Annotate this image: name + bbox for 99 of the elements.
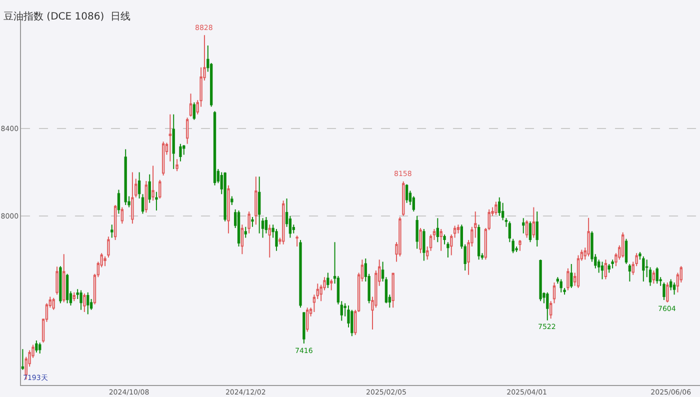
candlestick <box>587 217 590 257</box>
candlestick <box>227 184 230 234</box>
candlestick <box>525 220 528 238</box>
candlestick <box>656 266 658 284</box>
candlestick <box>672 282 676 296</box>
candlestick <box>350 309 354 337</box>
candlestick <box>114 204 117 240</box>
candlestick <box>566 268 570 291</box>
candlestick <box>494 201 498 216</box>
candlestick <box>450 234 453 256</box>
candlestick <box>86 292 90 315</box>
candlestick <box>456 224 460 234</box>
candlestick <box>230 196 234 206</box>
candlestick <box>652 270 656 284</box>
candlestick <box>549 300 552 320</box>
candlestick <box>275 228 278 252</box>
candlestick <box>528 220 532 243</box>
candlestick <box>117 189 120 214</box>
candlestick <box>38 342 42 354</box>
candlestick <box>670 278 672 291</box>
candlestick <box>251 216 254 228</box>
candlestick <box>244 226 247 238</box>
candlestick <box>440 228 442 252</box>
candlestick <box>186 117 189 144</box>
candlestick <box>552 282 556 304</box>
candlestick <box>52 297 55 310</box>
candlestick <box>539 259 542 302</box>
candlestick <box>248 211 250 234</box>
candlestick <box>120 206 124 224</box>
candlestick <box>477 224 480 260</box>
candlestick <box>498 196 501 216</box>
candlestick <box>508 220 512 243</box>
candlestick <box>172 114 175 170</box>
candlestick <box>666 282 669 303</box>
candlestick <box>611 259 614 269</box>
candlestick <box>176 158 178 172</box>
candlestick <box>570 263 573 289</box>
candlestick <box>392 272 394 308</box>
candlestick <box>642 256 645 282</box>
candlestick <box>168 114 172 162</box>
candlestick <box>80 290 82 310</box>
candlestick <box>436 218 439 243</box>
candlestick <box>622 232 624 258</box>
candlestick <box>148 174 151 204</box>
candlestick <box>155 191 158 211</box>
candlestick <box>608 263 610 274</box>
candlestick <box>299 239 302 308</box>
candlestick <box>131 172 134 224</box>
candlestick <box>162 141 165 176</box>
candlestick <box>224 172 226 222</box>
candlestick <box>546 292 549 321</box>
candlestick <box>192 102 196 120</box>
candlestick <box>264 216 268 234</box>
candlestick <box>144 180 148 214</box>
candlestick <box>152 165 154 202</box>
candlestick <box>282 200 285 245</box>
candlestick <box>512 238 514 254</box>
candlestick <box>600 261 604 280</box>
candlestick <box>518 239 522 252</box>
candlestick <box>453 225 456 238</box>
candlestick <box>240 224 244 255</box>
candlestick <box>560 278 562 293</box>
candlestick <box>124 148 127 206</box>
candlestick <box>158 179 162 199</box>
candlestick <box>189 93 192 118</box>
candlestick <box>604 259 608 280</box>
candlestick <box>416 215 418 250</box>
candlestick <box>104 256 106 267</box>
candlestick <box>72 292 76 302</box>
candlestick <box>405 184 408 204</box>
candlestick <box>258 176 261 234</box>
candlestick <box>254 176 258 226</box>
candlestick <box>624 238 628 264</box>
candlestick <box>56 266 58 296</box>
candlestick <box>237 210 240 248</box>
candlestick <box>302 312 306 344</box>
candlestick <box>107 236 110 258</box>
candlestick <box>402 180 405 216</box>
candlestick <box>62 254 66 303</box>
candlestick <box>66 273 69 304</box>
candlestick <box>628 263 632 282</box>
candlestick <box>536 211 538 248</box>
candlestick <box>21 348 24 370</box>
candlestick <box>35 340 38 353</box>
candlestick <box>110 224 114 238</box>
candlestick <box>59 266 62 304</box>
candlestick <box>179 143 182 162</box>
chart-title: 豆油指数 (DCE 1086) 日线 <box>4 10 130 23</box>
candlestick <box>326 272 330 289</box>
candlestick <box>422 228 426 262</box>
candlestick <box>83 292 86 313</box>
candlestick <box>296 235 298 248</box>
candlestick <box>419 227 422 254</box>
candlestick <box>522 218 525 234</box>
candlestick <box>532 206 536 238</box>
candlestick <box>268 224 271 258</box>
candlestick <box>306 307 309 332</box>
candlestick <box>213 110 216 186</box>
candlestick <box>330 278 333 291</box>
